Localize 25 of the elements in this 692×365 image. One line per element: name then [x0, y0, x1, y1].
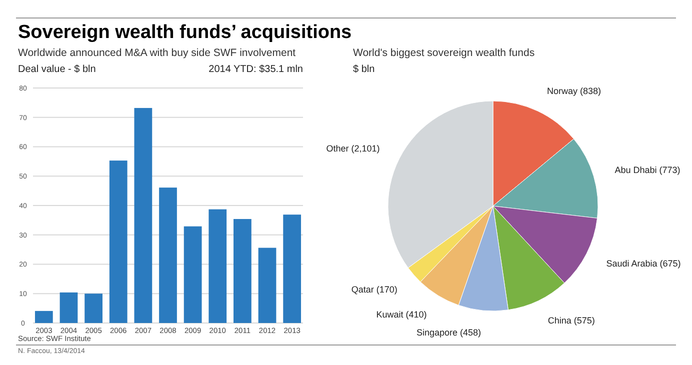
slice-label: China (575) — [548, 316, 595, 326]
slice-label: Norway (838) — [546, 86, 601, 96]
bar — [34, 310, 53, 323]
slice-label: Saudi Arabia (675) — [606, 258, 681, 269]
bar — [184, 226, 202, 323]
bar — [258, 248, 276, 323]
chart-title: World's biggest sovereign wealth funds — [353, 47, 535, 59]
bar — [159, 188, 177, 323]
bar — [208, 209, 227, 323]
slice-label: Other (2,101) — [326, 144, 380, 154]
bar — [84, 294, 102, 323]
chart-title: Sovereign wealth funds’ acquisitions — [18, 22, 352, 43]
slice-label: Kuwait (410) — [376, 310, 427, 320]
bar — [60, 292, 78, 323]
slice-label: Singapore (458) — [416, 328, 482, 338]
bar — [283, 214, 302, 323]
slice-label: Abu Dhabi (773) — [614, 165, 680, 176]
bar — [234, 219, 252, 323]
chart-subtitle: Worldwide announced M&A with buy side SWF involvement — [18, 47, 296, 59]
chart-subtitle: $ bln — [353, 64, 375, 75]
slice-label: Qatar (170) — [351, 284, 398, 295]
y-axis-title: Deal value - $ bln — [18, 64, 96, 75]
text: 2014 YTD: $35.1 mln — [208, 64, 303, 75]
bar — [109, 160, 128, 323]
bar — [134, 108, 152, 323]
